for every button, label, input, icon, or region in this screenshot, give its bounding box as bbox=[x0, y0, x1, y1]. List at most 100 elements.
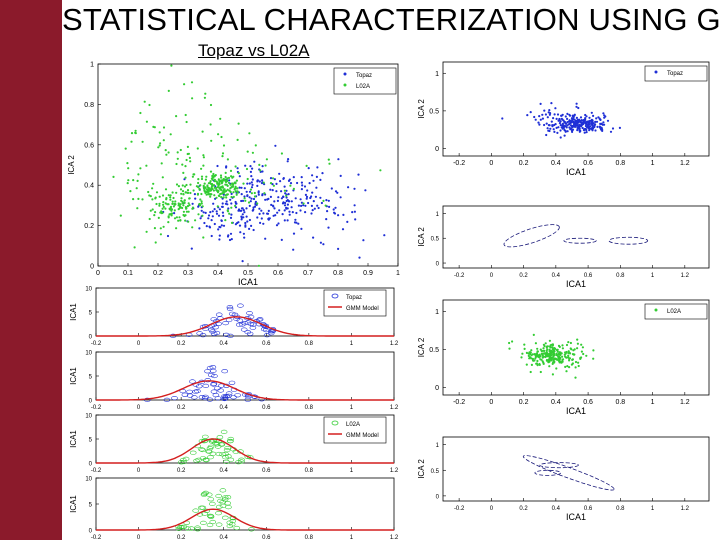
main-scatter-point bbox=[164, 202, 167, 205]
main-scatter-point bbox=[270, 203, 273, 206]
main-scatter-point bbox=[215, 196, 218, 199]
l02a-scatter-point bbox=[535, 352, 538, 355]
main-scatter-point bbox=[206, 190, 209, 194]
main-scatter-point bbox=[219, 186, 222, 189]
main-scatter-point bbox=[194, 219, 197, 222]
main-scatter-point bbox=[215, 210, 218, 213]
main-scatter-point bbox=[159, 142, 162, 145]
main-scatter-point bbox=[230, 213, 233, 216]
main-scatter-point bbox=[260, 217, 263, 220]
l02a-gmm-gmm-ellipse bbox=[522, 455, 615, 491]
topaz-scatter-point bbox=[585, 131, 588, 134]
topaz-scatter-point bbox=[601, 128, 604, 131]
topaz-scatter-point bbox=[547, 129, 550, 132]
topaz-scatter-point bbox=[571, 130, 574, 133]
topaz-scatter-point bbox=[594, 120, 597, 123]
main-scatter-point bbox=[217, 194, 220, 197]
topaz-scatter-point bbox=[566, 117, 569, 120]
hist-3-marker bbox=[222, 455, 229, 460]
hist-4-xtick-label: 0.6 bbox=[262, 535, 271, 540]
main-scatter-point bbox=[266, 198, 269, 201]
main-scatter-point bbox=[243, 236, 246, 239]
main-scatter-point bbox=[222, 224, 226, 227]
topaz-scatter-legend-marker bbox=[654, 70, 658, 74]
main-scatter-point bbox=[353, 204, 356, 207]
hist-3-marker bbox=[224, 445, 231, 451]
main-scatter-point bbox=[209, 103, 213, 107]
main-scatter-point bbox=[182, 210, 185, 213]
main-scatter-point bbox=[336, 191, 339, 194]
main-scatter-xtick-label: 0 bbox=[96, 270, 100, 277]
topaz-scatter-point bbox=[575, 105, 578, 108]
hist-3-marker bbox=[199, 447, 206, 453]
l02a-scatter-point bbox=[568, 357, 571, 360]
main-scatter-point bbox=[253, 191, 256, 195]
main-scatter-point bbox=[174, 200, 177, 203]
main-scatter-point bbox=[254, 144, 257, 147]
topaz-scatter-point bbox=[539, 118, 542, 121]
main-scatter-point bbox=[199, 184, 202, 187]
hist-3-marker bbox=[220, 429, 228, 435]
l02a-scatter-point bbox=[553, 357, 557, 360]
topaz-scatter-point bbox=[598, 126, 602, 129]
l02a-scatter-point bbox=[576, 347, 579, 350]
l02a-scatter-point bbox=[551, 362, 554, 365]
main-scatter-point bbox=[300, 176, 303, 179]
main-scatter-point bbox=[305, 195, 309, 198]
topaz-scatter-point bbox=[560, 126, 563, 129]
main-scatter-point bbox=[261, 170, 264, 173]
hist-4-marker bbox=[209, 519, 217, 525]
main-scatter-point bbox=[234, 182, 237, 185]
main-scatter-point bbox=[178, 216, 181, 219]
main-scatter-point bbox=[243, 197, 246, 200]
l02a-scatter-point bbox=[574, 366, 577, 369]
main-scatter-point bbox=[179, 203, 182, 206]
main-scatter-point bbox=[288, 213, 291, 216]
topaz-scatter-point bbox=[575, 120, 578, 123]
hist-4-marker bbox=[207, 514, 215, 519]
main-scatter-point bbox=[250, 175, 253, 178]
main-scatter-point bbox=[229, 232, 233, 235]
main-scatter-point bbox=[317, 206, 320, 210]
main-scatter-point bbox=[204, 178, 207, 181]
hist-2-marker bbox=[234, 393, 241, 398]
main-scatter-point bbox=[126, 182, 129, 185]
main-scatter-point bbox=[184, 191, 187, 194]
main-scatter-point bbox=[215, 186, 218, 190]
main-scatter-point bbox=[330, 187, 333, 190]
main-scatter-point bbox=[230, 221, 234, 224]
main-scatter-point bbox=[287, 158, 290, 161]
topaz-scatter-point bbox=[588, 116, 591, 119]
hist-4-marker bbox=[205, 492, 213, 497]
main-scatter-point bbox=[226, 179, 229, 183]
main-scatter-point bbox=[248, 190, 252, 193]
main-scatter-point bbox=[305, 197, 308, 200]
main-scatter-point bbox=[260, 209, 263, 212]
main-scatter-point bbox=[155, 202, 158, 206]
topaz-scatter-xtick-label: 1 bbox=[651, 160, 655, 167]
main-scatter-point bbox=[179, 188, 183, 191]
main-scatter-point bbox=[229, 169, 233, 172]
main-scatter-point bbox=[280, 197, 283, 200]
main-scatter-point bbox=[295, 211, 298, 215]
hist-4-ylabel: ICA1 bbox=[69, 495, 78, 513]
topaz-scatter-point bbox=[545, 122, 548, 125]
main-scatter-point bbox=[299, 209, 302, 212]
main-scatter-point bbox=[194, 197, 197, 200]
main-scatter-point bbox=[289, 182, 293, 185]
main-scatter-xtick-label: 0.6 bbox=[273, 270, 283, 277]
l02a-gmm-ytick-label: 0.5 bbox=[431, 469, 440, 475]
main-scatter-point bbox=[221, 155, 224, 158]
main-scatter-point bbox=[267, 209, 270, 212]
l02a-scatter-point bbox=[557, 344, 561, 347]
hist-4-marker bbox=[192, 508, 199, 513]
main-scatter-point bbox=[175, 227, 178, 230]
hist-2-xtick-label: 0.6 bbox=[262, 405, 271, 411]
l02a-scatter-point bbox=[561, 344, 564, 347]
hist-3-xtick-label: 0 bbox=[137, 468, 141, 474]
l02a-scatter-point bbox=[561, 360, 564, 363]
main-scatter-point bbox=[222, 196, 225, 199]
main-scatter-point bbox=[151, 187, 154, 190]
l02a-scatter-point bbox=[510, 340, 514, 343]
